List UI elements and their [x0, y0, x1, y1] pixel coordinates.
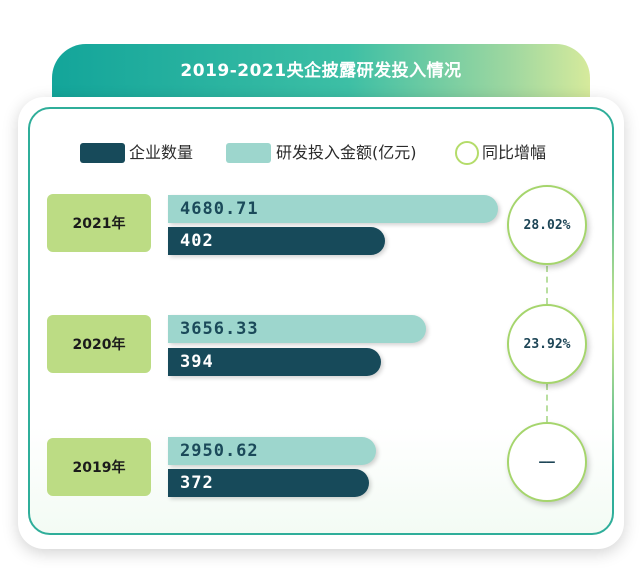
- legend-label-count: 企业数量: [129, 143, 194, 162]
- growth-circle: 23.92%: [507, 304, 587, 384]
- legend-swatch-invest: [226, 143, 271, 163]
- year-label: 2019年: [47, 438, 151, 496]
- growth-circle: ——: [507, 422, 587, 502]
- invest-value-label: 2950.62: [180, 441, 259, 461]
- invest-value-label: 4680.71: [180, 199, 259, 219]
- count-bar: [168, 348, 381, 376]
- year-label: 2020年: [47, 315, 151, 373]
- invest-bar: [168, 315, 426, 343]
- invest-bar: [168, 195, 498, 223]
- legend-swatch-count: [80, 143, 125, 163]
- legend: 企业数量 研发投入金额(亿元) 同比增幅: [0, 141, 641, 165]
- count-bar: [168, 469, 369, 497]
- count-value-label: 372: [180, 473, 214, 493]
- count-bar: [168, 227, 385, 255]
- count-value-label: 402: [180, 231, 214, 251]
- legend-circle-growth: [455, 141, 479, 165]
- growth-connector: [546, 266, 548, 304]
- legend-label-growth: 同比增幅: [482, 143, 547, 162]
- invest-value-label: 3656.33: [180, 319, 259, 339]
- chart-title: 2019-2021央企披露研发投入情况: [180, 61, 462, 81]
- invest-bar: [168, 437, 376, 465]
- year-label: 2021年: [47, 194, 151, 252]
- growth-circle: 28.02%: [507, 185, 587, 265]
- legend-label-invest: 研发投入金额(亿元): [276, 143, 417, 162]
- growth-connector: [546, 384, 548, 422]
- count-value-label: 394: [180, 352, 214, 372]
